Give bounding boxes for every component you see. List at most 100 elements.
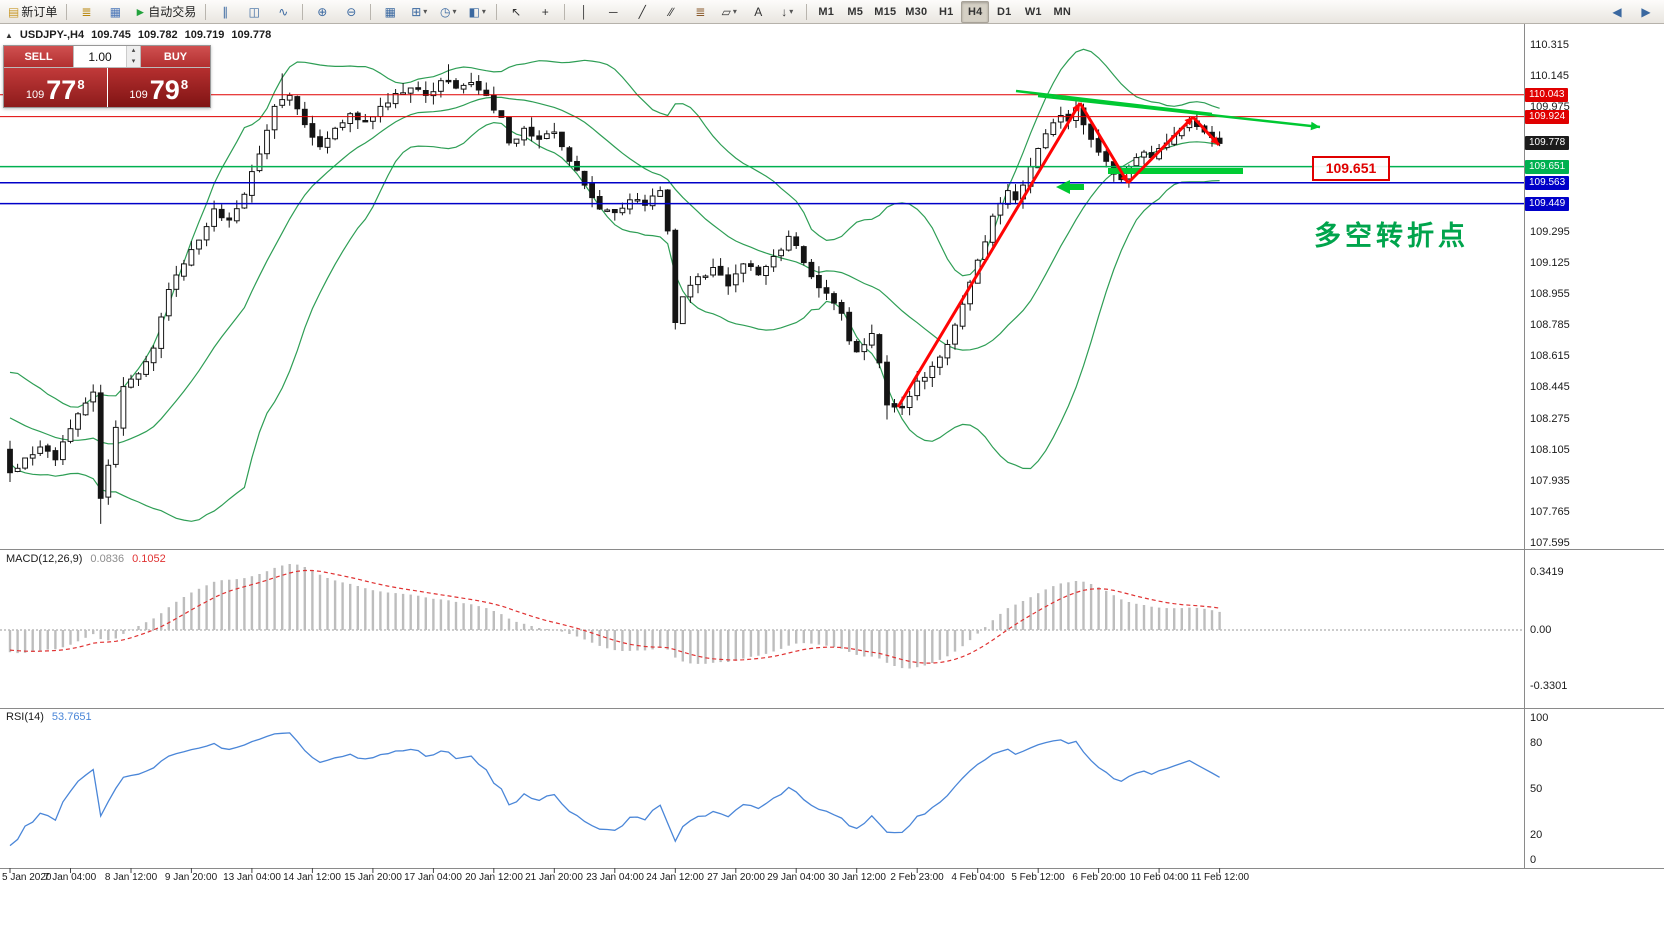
price-axis-label: 107.765 bbox=[1530, 506, 1570, 518]
auto-trading-button[interactable]: ► 自动交易 bbox=[130, 1, 200, 23]
time-axis-label: 10 Feb 04:00 bbox=[1129, 872, 1189, 883]
price-axis-label: 107.595 bbox=[1530, 537, 1570, 549]
timeframe-m1-button[interactable]: M1 bbox=[812, 1, 840, 23]
ohlc-high: 109.782 bbox=[137, 29, 178, 41]
crosshair-icon: + bbox=[541, 4, 549, 19]
timeframe-m15-button[interactable]: M15 bbox=[870, 1, 900, 23]
buy-label: BUY bbox=[163, 50, 188, 63]
data-window-button[interactable]: ▦ bbox=[101, 1, 129, 23]
tile-windows-button[interactable]: ▦ bbox=[376, 1, 404, 23]
buy-button[interactable]: BUY bbox=[141, 46, 210, 67]
ohlc-close: 109.778 bbox=[231, 29, 272, 41]
toolbar-separator bbox=[66, 3, 68, 20]
bid-prefix: 109 bbox=[25, 89, 45, 101]
arrows-button[interactable]: ↓ ▾ bbox=[773, 1, 801, 23]
timeframe-mn-button-label: MN bbox=[1053, 5, 1072, 18]
timeframe-d1-button[interactable]: D1 bbox=[990, 1, 1018, 23]
chart-back-button[interactable]: ◀ bbox=[1603, 1, 1631, 23]
symbol-info: ▲ USDJPY-,H4 109.745 109.782 109.719 109… bbox=[5, 29, 271, 41]
time-axis-label: 5 Feb 12:00 bbox=[1011, 872, 1065, 883]
periodicity-button[interactable]: ◷ ▾ bbox=[434, 1, 462, 23]
cursor-button[interactable]: ↖ bbox=[502, 1, 530, 23]
time-axis-label: 30 Jan 12:00 bbox=[828, 872, 886, 883]
timeframe-m5-button[interactable]: M5 bbox=[841, 1, 869, 23]
timeframe-h4-button[interactable]: H4 bbox=[961, 0, 990, 23]
timeframe-m1-button-label: M1 bbox=[818, 5, 835, 18]
timeframe-w1-button[interactable]: W1 bbox=[1019, 1, 1047, 23]
trendline-button[interactable]: ╱ bbox=[628, 1, 656, 23]
time-axis-label: 20 Jan 12:00 bbox=[465, 872, 523, 883]
ask-prefix: 109 bbox=[129, 89, 148, 101]
price-line-label: 109.449 bbox=[1525, 197, 1570, 211]
price-callout[interactable]: 109.651 bbox=[1312, 156, 1390, 181]
trendline-icon: ╱ bbox=[638, 4, 646, 19]
bid-price[interactable]: 109 77 8 bbox=[4, 68, 108, 107]
toolbar-separator bbox=[806, 3, 808, 20]
symbol-name: USDJPY-,H4 bbox=[19, 29, 85, 41]
one-click-toggle-icon[interactable]: ▲ bbox=[5, 30, 13, 40]
bar-chart-button[interactable]: ∥ bbox=[211, 1, 239, 23]
new-chart-button[interactable]: ⊞ ▾ bbox=[405, 1, 433, 23]
channel-icon: ∕∕ bbox=[669, 4, 674, 19]
line-chart-icon: ∿ bbox=[278, 4, 289, 19]
timeframe-m30-button[interactable]: M30 bbox=[901, 1, 931, 23]
timeframe-w1-button-label: W1 bbox=[1024, 5, 1042, 18]
channel-button[interactable]: ∕∕ bbox=[657, 1, 685, 23]
new-chart-icon: ⊞ bbox=[411, 4, 422, 19]
macd-name: MACD(12,26,9) bbox=[6, 553, 83, 565]
price-axis-label: 108.785 bbox=[1530, 319, 1570, 331]
ask-price[interactable]: 109 79 8 bbox=[107, 68, 210, 107]
timeframe-h1-button[interactable]: H1 bbox=[932, 1, 960, 23]
candlestick-chart-button[interactable]: ◫ bbox=[240, 1, 268, 23]
clock-icon: ◷ bbox=[440, 4, 451, 19]
price-axis-label: 108.275 bbox=[1530, 413, 1570, 425]
timeframe-m15-button-label: M15 bbox=[874, 5, 897, 18]
bid-big-digits: 77 bbox=[46, 75, 77, 105]
price-axis-label: 108.615 bbox=[1530, 350, 1570, 362]
volume-up-button[interactable]: ▴ bbox=[127, 46, 140, 57]
time-axis-label: 14 Jan 12:00 bbox=[283, 872, 341, 883]
timeframe-mn-button[interactable]: MN bbox=[1048, 1, 1076, 23]
play-icon: ► bbox=[134, 4, 147, 19]
horizontal-line-button[interactable]: ─ bbox=[599, 1, 627, 23]
time-axis-label: 7 Jan 04:00 bbox=[43, 872, 97, 883]
timeframe-h1-button-label: H1 bbox=[939, 5, 954, 18]
price-line-label: 109.651 bbox=[1525, 160, 1570, 174]
text-button[interactable]: A bbox=[744, 1, 772, 23]
rsi-axis-label: 80 bbox=[1530, 737, 1543, 749]
volume-input[interactable] bbox=[74, 46, 126, 67]
market-depth-button[interactable]: ≣ bbox=[72, 1, 100, 23]
toolbar: ▤ 新订单 ≣ ▦ ► 自动交易 ∥ ◫ ∿ ⊕ ⊖ ▦ ⊞ ▾ ◷ ▾ ◧ ▾ ↖ + │ ─ ╱ ∕∕ ≣ ▱ ▾ A ↓ ▾ M1 M5… bbox=[0, 0, 1664, 24]
price-axis-label: 108.445 bbox=[1530, 381, 1570, 393]
crosshair-button[interactable]: + bbox=[531, 1, 559, 23]
zoom-in-button[interactable]: ⊕ bbox=[308, 1, 336, 23]
dropdown-caret-icon: ▾ bbox=[481, 7, 486, 16]
rsi-axis-label: 50 bbox=[1530, 783, 1543, 795]
sell-button[interactable]: SELL bbox=[4, 46, 73, 67]
tile-windows-icon: ▦ bbox=[384, 4, 396, 19]
price-axis-label: 108.105 bbox=[1530, 444, 1570, 456]
zoom-out-button[interactable]: ⊖ bbox=[337, 1, 365, 23]
dropdown-caret-icon: ▾ bbox=[423, 7, 428, 16]
vertical-line-button[interactable]: │ bbox=[570, 1, 598, 23]
chart-forward-icon: ▶ bbox=[1641, 4, 1651, 19]
templates-button[interactable]: ◧ ▾ bbox=[463, 1, 491, 23]
horizontal-line-icon: ─ bbox=[609, 4, 618, 19]
macd-main-value: 0.0836 bbox=[90, 553, 125, 565]
volume-down-button[interactable]: ▾ bbox=[127, 56, 140, 67]
line-chart-button[interactable]: ∿ bbox=[269, 1, 297, 23]
market-depth-icon: ≣ bbox=[81, 4, 92, 19]
new-order-button-label: 新订单 bbox=[21, 5, 58, 19]
candlestick-icon: ◫ bbox=[248, 4, 260, 19]
fibonacci-button[interactable]: ≣ bbox=[686, 1, 714, 23]
macd-axis-label: 0.3419 bbox=[1530, 566, 1564, 578]
new-order-button[interactable]: ▤ 新订单 bbox=[4, 1, 61, 23]
zoom-in-icon: ⊕ bbox=[317, 4, 328, 19]
turning-point-annotation: 多空转折点 bbox=[1314, 221, 1469, 251]
shapes-button[interactable]: ▱ ▾ bbox=[715, 1, 743, 23]
chart-forward-button[interactable]: ▶ bbox=[1632, 1, 1660, 23]
ask-pipette: 8 bbox=[180, 77, 189, 92]
timeframe-m30-button-label: M30 bbox=[905, 5, 928, 18]
